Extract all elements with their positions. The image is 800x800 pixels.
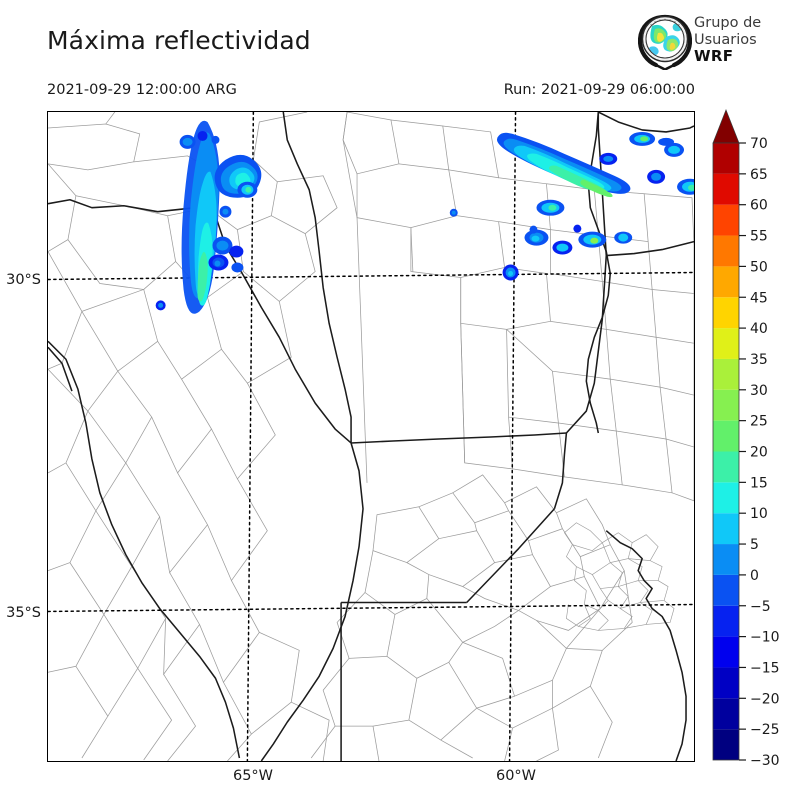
svg-text:55: 55 xyxy=(750,229,768,245)
graticule-gridlines xyxy=(48,112,694,761)
echo-ne-cell-far-east xyxy=(647,142,694,195)
colorbar-svg: 7065605550454035302520151050−5−10−15−20−… xyxy=(712,109,780,769)
gridline-lat-30 xyxy=(48,271,694,281)
svg-text:45: 45 xyxy=(750,290,768,306)
svg-text:25: 25 xyxy=(750,414,768,430)
svg-text:0: 0 xyxy=(750,568,759,584)
map-plot-area[interactable] xyxy=(47,111,695,762)
lat-label-35s: 35°S xyxy=(6,605,41,621)
page-title: Máxima reflectividad xyxy=(47,26,311,55)
svg-text:50: 50 xyxy=(750,259,768,275)
svg-text:−5: −5 xyxy=(750,599,771,615)
reflectivity-echoes xyxy=(155,120,694,314)
svg-text:−20: −20 xyxy=(750,691,780,707)
echo-ne-cluster-south xyxy=(502,199,633,281)
gridline-lon-65 xyxy=(246,112,255,761)
gridline-lat-35 xyxy=(48,603,694,613)
svg-text:65: 65 xyxy=(750,167,768,183)
svg-text:−10: −10 xyxy=(750,630,780,646)
radar-map xyxy=(48,112,694,761)
echo-north-sierra-cells xyxy=(179,130,220,149)
svg-text:40: 40 xyxy=(750,321,768,337)
logo-text: Grupo de Usuarios WRF xyxy=(694,15,761,65)
reflectivity-colorbar[interactable]: 70 65 60 55 50 45 40 35 30 25 20 15 10 5 0 −5 −10 −15 −20−… xyxy=(711,109,800,770)
svg-text:−30: −30 xyxy=(750,753,780,769)
province-boundaries xyxy=(48,112,694,761)
lon-label-60w: 60°W xyxy=(495,768,537,784)
svg-text:5: 5 xyxy=(750,537,759,553)
svg-text:20: 20 xyxy=(750,445,768,461)
svg-text:15: 15 xyxy=(750,475,768,491)
echo-sierra-linear-band xyxy=(181,120,220,314)
svg-text:60: 60 xyxy=(750,198,768,214)
logo-line-3: WRF xyxy=(694,47,734,65)
svg-text:−25: −25 xyxy=(750,722,780,738)
svg-text:10: 10 xyxy=(750,506,768,522)
echo-ne-squall-line xyxy=(496,132,631,198)
logo-line-1: Grupo de xyxy=(694,15,762,31)
gridline-lon-60 xyxy=(508,112,517,761)
svg-text:−15: −15 xyxy=(750,660,780,676)
lon-label-65w: 65°W xyxy=(232,768,274,784)
echo-east-cells xyxy=(208,205,244,273)
echo-isolated-cell-central xyxy=(449,208,458,217)
colorbar-ticks: 7065605550454035302520151050−5−10−15−20−… xyxy=(739,136,780,769)
wrf-user-group-logo: Grupo de Usuarios WRF xyxy=(638,14,798,72)
echo-ne-cluster-east xyxy=(599,131,675,165)
svg-text:30: 30 xyxy=(750,383,768,399)
svg-text:70: 70 xyxy=(750,136,768,152)
run-time-label: Run: 2021-09-29 06:00:00 xyxy=(503,82,695,98)
echo-isolated-cell-south xyxy=(155,300,166,311)
valid-time-label: 2021-09-29 12:00:00 ARG xyxy=(47,82,237,98)
svg-text:35: 35 xyxy=(750,352,768,368)
echo-northeast-cluster-a xyxy=(214,154,262,198)
wrf-globe-emblem-icon xyxy=(638,14,692,70)
colorbar-bands xyxy=(712,109,740,761)
lat-label-30s: 30°S xyxy=(6,272,41,288)
department-boundaries xyxy=(48,112,694,761)
logo-line-2: Usuarios xyxy=(694,31,757,48)
